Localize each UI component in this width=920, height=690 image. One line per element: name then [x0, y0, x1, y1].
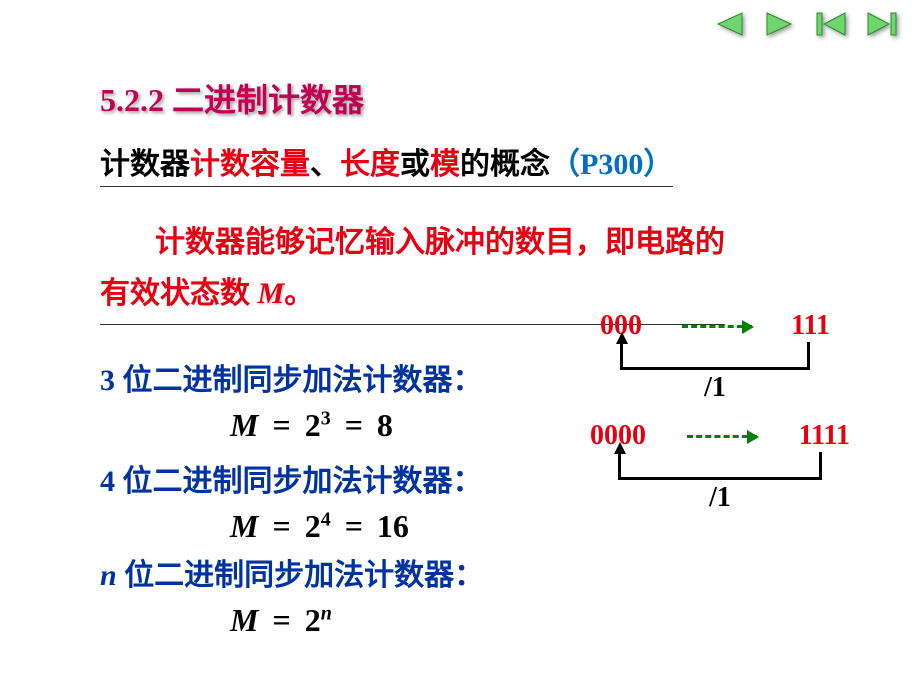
fn-base: 2: [305, 602, 321, 638]
f4-base: 2: [305, 508, 321, 544]
desc-line2a: 有效状态数: [100, 277, 258, 310]
d3-loop-label: /1: [600, 372, 830, 404]
f3-m: M: [230, 407, 258, 443]
fn-eq: =: [272, 602, 290, 638]
fn-exp: n: [321, 602, 332, 624]
nav-next-button[interactable]: [762, 10, 798, 38]
countern-formula: M = 2n: [230, 602, 880, 639]
concept-t1: 计数器: [100, 148, 190, 181]
nav-first-button[interactable]: [813, 10, 849, 38]
concept-line: 计数器计数容量、长度或模的概念（P300）: [100, 139, 880, 205]
d4-arrow: [687, 435, 757, 438]
desc-line1: 计数器能够记忆输入脉冲的数目，即电路的: [100, 226, 725, 259]
f3-eq2: =: [345, 407, 363, 443]
fn-m: M: [230, 602, 258, 638]
triangle-right-icon: [765, 11, 795, 37]
nav-prev-button[interactable]: [711, 10, 747, 38]
f4-res: 16: [377, 508, 409, 544]
counter4-n: 4: [100, 465, 115, 498]
section-title: 5.2.2 二进制计数器: [100, 75, 880, 121]
concept-t3: 、: [310, 148, 340, 181]
concept-t2: 计数容量: [190, 148, 310, 181]
concept-t6: 模: [430, 148, 460, 181]
concept-ref: （P300）: [550, 148, 673, 181]
f4-eq2: =: [345, 508, 363, 544]
desc-m: M: [258, 277, 285, 310]
f3-base: 2: [305, 407, 321, 443]
f4-exp: 4: [321, 508, 331, 530]
concept-t5: 或: [400, 148, 430, 181]
f3-res: 8: [377, 407, 393, 443]
d3-loop-line: [620, 342, 810, 370]
d4-loop-label: /1: [590, 482, 850, 514]
nav-bar: [711, 10, 900, 38]
diagram-3bit: 000 111 /1: [600, 310, 830, 404]
desc-line2c: 。: [284, 277, 314, 310]
counter3-n: 3: [100, 364, 115, 397]
d3-to: 111: [791, 310, 830, 342]
concept-t7: 的概念: [460, 148, 550, 181]
concept-t4: 长度: [340, 148, 400, 181]
nav-last-button[interactable]: [864, 10, 900, 38]
skip-last-icon: [866, 11, 898, 37]
countern-n: n: [100, 559, 117, 592]
countern-label: n 位二进制同步加法计数器：: [100, 550, 880, 594]
description-block: 计数器能够记忆输入脉冲的数目，即电路的 有效状态数 M。: [100, 217, 725, 325]
diagram-4bit: 0000 1111 /1: [590, 420, 850, 514]
f4-m: M: [230, 508, 258, 544]
f3-exp: 3: [321, 407, 331, 429]
counter4-text: 位二进制同步加法计数器：: [115, 465, 483, 498]
skip-first-icon: [815, 11, 847, 37]
triangle-left-icon: [714, 11, 744, 37]
f3-eq: =: [272, 407, 290, 443]
f4-eq: =: [272, 508, 290, 544]
d4-loop-line: [618, 452, 822, 480]
d3-arrow: [682, 325, 752, 328]
d4-to: 1111: [799, 420, 850, 452]
countern-text: 位二进制同步加法计数器：: [117, 559, 485, 592]
counter3-text: 位二进制同步加法计数器：: [115, 364, 483, 397]
